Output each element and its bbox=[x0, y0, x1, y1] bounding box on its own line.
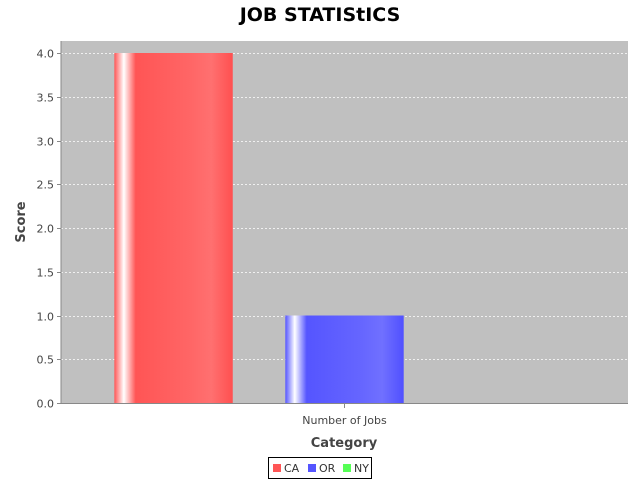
bar-ca bbox=[114, 53, 233, 403]
legend-swatch-ca bbox=[273, 464, 281, 472]
y-tick-label: 2.5 bbox=[37, 179, 55, 192]
y-tick-label: 3.0 bbox=[37, 136, 55, 149]
y-tick-label: 1.0 bbox=[37, 311, 55, 324]
bars bbox=[114, 53, 404, 403]
y-tick-label: 1.5 bbox=[37, 267, 55, 280]
x-tick-label: Number of Jobs bbox=[302, 414, 387, 427]
y-axis-label: Score bbox=[14, 201, 29, 242]
y-tick-label: 2.0 bbox=[37, 223, 55, 236]
legend: CA OR NY bbox=[268, 457, 372, 479]
x-axis-ticks: Number of Jobs bbox=[302, 404, 387, 427]
legend-label-ca: CA bbox=[284, 462, 300, 475]
y-axis-ticks: 0.0 0.5 1.0 1.5 2.0 2.5 3.0 3.5 4.0 bbox=[37, 48, 61, 411]
bar-or bbox=[285, 315, 404, 403]
y-tick-label: 0.5 bbox=[37, 354, 55, 367]
y-tick-label: 4.0 bbox=[37, 48, 55, 61]
legend-swatch-ny bbox=[343, 464, 351, 472]
y-tick-label: 0.0 bbox=[37, 398, 55, 411]
legend-label-or: OR bbox=[319, 462, 336, 475]
x-axis-label: Category bbox=[311, 436, 378, 451]
y-tick-label: 3.5 bbox=[37, 92, 55, 105]
legend-label-ny: NY bbox=[354, 462, 369, 475]
legend-box bbox=[268, 457, 372, 479]
chart-title: JOB STATIStICS bbox=[238, 4, 401, 26]
gridlines bbox=[61, 53, 628, 360]
legend-swatch-or bbox=[308, 464, 316, 472]
